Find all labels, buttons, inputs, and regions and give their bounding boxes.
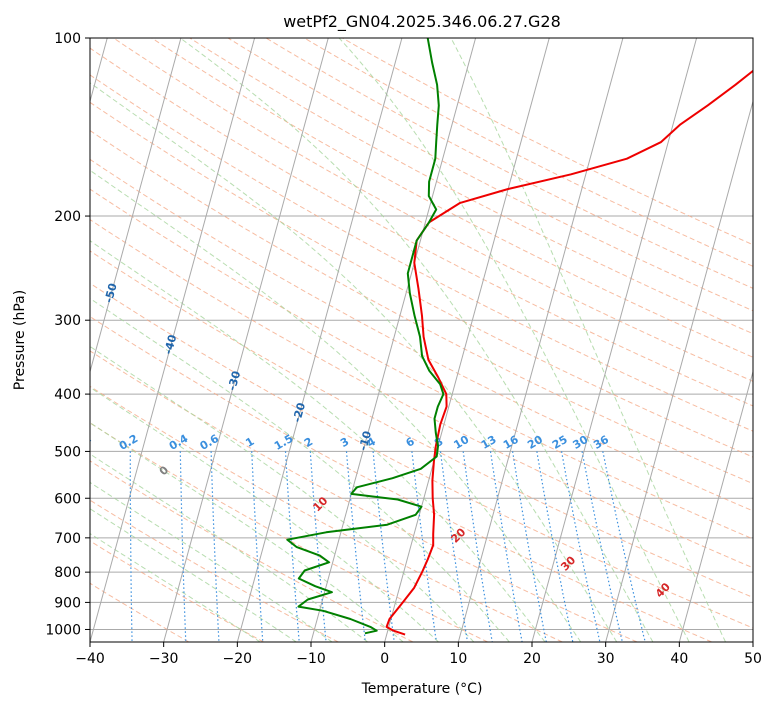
mixing-ratio-line (581, 451, 623, 642)
mixing-ratio-line (129, 451, 133, 642)
dry-adiabat-line (151, 38, 753, 358)
dry-adiabat-line (90, 101, 753, 458)
isotherm-label: -50 (102, 281, 120, 304)
moist-adiabat-line (90, 169, 582, 642)
mixing-ratio-line (462, 451, 493, 642)
dry-adiabat-line (113, 38, 753, 382)
mixing-ratio-label: 0.1 (70, 432, 93, 453)
x-tick-label: −10 (296, 651, 326, 667)
moist-adiabat-line (90, 82, 618, 642)
dry-adiabat-line (90, 250, 753, 598)
moist-adiabat-line (338, 38, 690, 642)
moist-adiabat-line (90, 422, 404, 642)
y-tick-label: 500 (54, 444, 81, 460)
isotherm-line (236, 38, 403, 642)
x-axis-label: Temperature (°C) (361, 681, 483, 697)
moist-adiabat-line (90, 481, 333, 642)
dry-adiabat-line (90, 385, 563, 642)
moist-adiabat-line (90, 508, 297, 642)
x-tick-label: 10 (449, 651, 467, 667)
mixing-ratio-line (489, 451, 523, 642)
x-tick-label: −40 (75, 651, 105, 667)
dry-adiabat-line (90, 218, 753, 569)
isotherm-label: -20 (290, 401, 308, 424)
dry-adiabat-line (265, 38, 753, 289)
dry-adiabat-line (90, 47, 753, 407)
isotherm-line (163, 38, 329, 642)
x-tick-label: 0 (380, 651, 389, 667)
mixing-ratio-line (284, 451, 300, 642)
y-tick-label: 800 (54, 565, 81, 581)
moist-adiabat-line (90, 453, 368, 642)
moist-adiabat-line (450, 38, 727, 642)
dry-adiabat-line (90, 74, 753, 432)
isotherm-line (457, 38, 624, 642)
x-tick-label: 20 (523, 651, 541, 667)
x-axis-ticks: −40 −30 −20 −10 0 10 20 30 40 50 (75, 642, 762, 667)
x-tick-label: −20 (223, 651, 253, 667)
x-tick-label: 30 (597, 651, 615, 667)
mixing-ratio-line (372, 451, 395, 642)
mixing-ratio-line (439, 451, 469, 642)
mixing-ratio-line (251, 451, 264, 642)
isotherm-line (310, 38, 477, 642)
dewpoint-profile-line (286, 38, 445, 635)
isotherm-line (90, 38, 182, 374)
x-tick-label: 50 (744, 651, 762, 667)
isotherm-line (678, 369, 753, 642)
isotherm-line (90, 38, 256, 642)
dry-adiabat-line (227, 38, 753, 312)
moist-adiabat-line (90, 345, 475, 642)
isotherm-line (384, 38, 550, 642)
temperature-profile-line (385, 69, 753, 636)
dry-adiabat-line (90, 282, 753, 629)
isotherm-label: -30 (225, 369, 243, 392)
isotherm-line (605, 99, 753, 642)
chart-title: wetPf2_GN04.2025.346.06.27.G28 (283, 12, 561, 32)
mixing-ratio-line (210, 451, 220, 642)
mixing-ratio-line (602, 451, 646, 642)
mixing-ratio-line (179, 451, 187, 642)
mixing-ratio-line (309, 451, 327, 642)
dry-adiabat-line (90, 350, 638, 642)
dry-adiabat-line (90, 540, 264, 642)
y-tick-label: 900 (54, 595, 81, 611)
y-tick-label: 400 (54, 387, 81, 403)
y-tick-label: 300 (54, 313, 81, 329)
mixing-ratio-line (345, 451, 366, 642)
x-tick-label: −30 (149, 651, 179, 667)
background-lines (90, 38, 753, 642)
y-tick-label: 700 (54, 531, 81, 547)
sounding-traces (286, 38, 753, 636)
isotherm-label: -40 (162, 333, 180, 356)
moist-adiabat-line (90, 240, 546, 642)
x-tick-label: 40 (670, 651, 688, 667)
moist-adiabat-line (179, 38, 654, 642)
y-tick-label: 100 (54, 31, 81, 47)
isotherm-label: -10 (356, 429, 374, 452)
y-axis-label: Pressure (hPa) (12, 290, 28, 390)
y-tick-label: 200 (54, 209, 81, 225)
isotherm-line (531, 38, 698, 642)
dry-adiabat-line (90, 315, 712, 642)
y-tick-label: 1000 (45, 622, 81, 638)
moist-adiabat-line (90, 386, 439, 642)
plot-frame (89, 37, 754, 643)
dry-adiabat-line (90, 422, 488, 642)
y-axis-ticks: 100 200 300 400 500 600 700 800 900 1000 (45, 31, 90, 638)
y-tick-label: 600 (54, 491, 81, 507)
